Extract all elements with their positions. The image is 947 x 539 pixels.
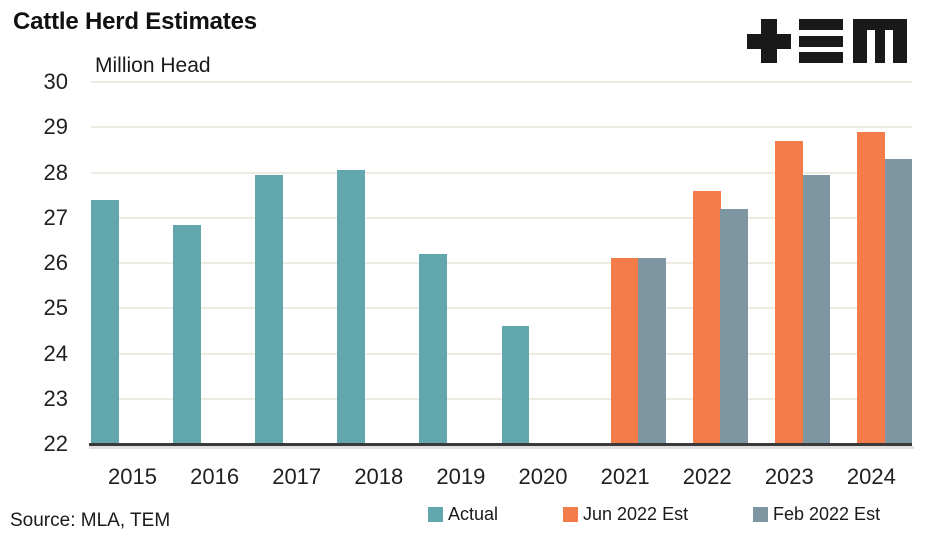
legend-item-label: Feb 2022 Est: [773, 503, 881, 524]
y-tick-label-30: 30: [43, 69, 68, 94]
x-axis-line-shadow: [89, 446, 914, 449]
legend-item-label: Jun 2022 Est: [583, 503, 689, 524]
gridline-25: [91, 307, 912, 310]
legend-item-label: Actual: [448, 503, 499, 524]
bar-actual-2019: [419, 253, 448, 444]
gridline-28: [91, 171, 912, 174]
x-tick-label-2018: 2018: [354, 464, 404, 489]
y-tick-label-24: 24: [43, 340, 68, 366]
bar-feb-2022-est-2022: [720, 208, 749, 444]
bar-actual-2015: [91, 199, 119, 444]
gridline-29: [91, 126, 912, 129]
x-tick-label-2021: 2021: [600, 464, 650, 489]
legend-item-actual: Actual: [428, 504, 498, 524]
legend-swatch-icon: [753, 506, 768, 522]
x-tick-label-2022: 2022: [682, 464, 732, 489]
y-axis-title: Million Head: [95, 54, 211, 77]
x-tick-label-2024: 2024: [846, 464, 896, 489]
y-tick-label-25: 25: [43, 295, 68, 321]
x-tick-label-2019: 2019: [436, 464, 486, 489]
bar-jun-2022-est-2022: [693, 190, 721, 444]
plot-area: [89, 81, 914, 449]
gridline-30: [91, 81, 912, 83]
bar-feb-2022-est-2024: [884, 158, 913, 444]
bar-jun-2022-est-2023: [775, 140, 803, 444]
legend-swatch-icon: [428, 506, 443, 522]
bar-actual-2018: [337, 170, 365, 444]
x-tick-label-2020: 2020: [518, 464, 568, 489]
y-tick-label-27: 27: [43, 204, 68, 230]
bar-jun-2022-est-2024: [857, 131, 885, 444]
gridline-26: [91, 262, 912, 264]
bar-feb-2022-est-2021: [638, 258, 666, 444]
y-tick-label-22: 22: [43, 431, 68, 456]
bar-actual-2017: [255, 174, 283, 444]
source-text: Source: MLA, TEM: [10, 510, 171, 531]
gridline-27: [91, 216, 912, 219]
legend-item-jun-2022-est: Jun 2022 Est: [563, 504, 688, 524]
chart-title: Cattle Herd Estimates: [13, 8, 257, 35]
y-tick-label-23: 23: [43, 385, 68, 411]
bar-actual-2016: [173, 224, 201, 444]
x-tick-label-2023: 2023: [764, 464, 814, 489]
legend-item-feb-2022-est: Feb 2022 Est: [753, 504, 880, 524]
y-tick-label-28: 28: [43, 159, 68, 185]
x-tick-label-2016: 2016: [190, 464, 240, 489]
y-tick-label-29: 29: [43, 114, 68, 140]
x-tick-label-2015: 2015: [108, 464, 157, 489]
y-tick-label-26: 26: [43, 250, 68, 275]
x-tick-label-2017: 2017: [272, 464, 322, 489]
tem-logo-icon: [747, 19, 907, 63]
x-axis-line: [89, 443, 912, 446]
bar-actual-2020: [501, 326, 530, 444]
legend-swatch-icon: [563, 506, 578, 522]
bar-feb-2022-est-2023: [802, 174, 831, 444]
bar-jun-2022-est-2021: [610, 258, 639, 444]
